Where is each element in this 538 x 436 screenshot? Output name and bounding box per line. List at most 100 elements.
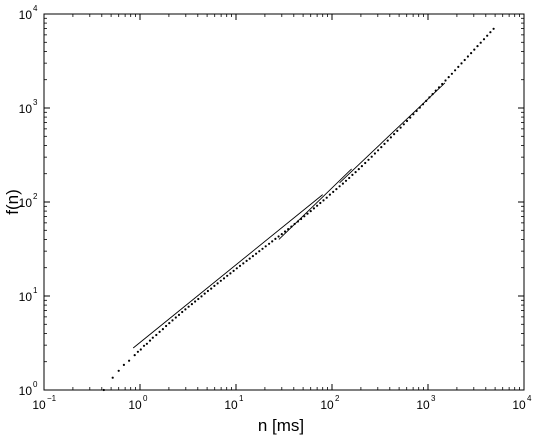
- y-tick-exponent: 3: [33, 98, 38, 107]
- data-point: [203, 292, 206, 295]
- x-tick-exponent: 3: [431, 394, 436, 403]
- data-point: [316, 204, 319, 207]
- y-tick-exponent: 4: [33, 4, 38, 13]
- data-point: [335, 188, 338, 191]
- data-point: [377, 149, 380, 152]
- data-point: [319, 201, 322, 205]
- fit-line-2: [278, 168, 352, 240]
- fit-line-3: [339, 82, 446, 184]
- data-point: [168, 322, 171, 325]
- data-point: [473, 48, 476, 51]
- data-point: [117, 369, 120, 372]
- x-tick-exponent: 4: [527, 394, 532, 403]
- data-point: [447, 76, 450, 79]
- data-point: [470, 52, 473, 55]
- data-point: [351, 173, 354, 176]
- y-tick-exponent: 2: [33, 192, 38, 201]
- data-point: [165, 324, 168, 328]
- y-tick-label: 10: [19, 384, 33, 398]
- x-tick-label: 10: [128, 398, 142, 412]
- data-point: [261, 247, 264, 250]
- data-point: [128, 359, 131, 362]
- data-point: [171, 319, 174, 322]
- fit-line-1: [132, 194, 323, 349]
- data-point: [200, 295, 203, 298]
- data-point: [309, 210, 312, 213]
- data-layer: [102, 27, 495, 392]
- x-tick-label: 10: [416, 398, 430, 412]
- data-point: [111, 376, 114, 379]
- data-point: [255, 252, 258, 255]
- data-point: [242, 262, 245, 265]
- data-point: [373, 152, 376, 155]
- data-point: [312, 207, 315, 210]
- x-tick-label: 10: [32, 398, 46, 412]
- data-point: [184, 308, 187, 311]
- x-tick-label: 10: [512, 398, 526, 412]
- data-point: [232, 269, 235, 272]
- data-point: [174, 316, 177, 319]
- data-point: [399, 126, 402, 129]
- data-point: [486, 34, 489, 37]
- data-point: [489, 31, 492, 34]
- data-point: [450, 72, 453, 75]
- data-point: [393, 133, 396, 136]
- data-point: [194, 300, 197, 303]
- x-tick-exponent: 2: [335, 394, 340, 403]
- data-point: [383, 142, 386, 145]
- data-point: [190, 303, 193, 306]
- data-point: [264, 245, 267, 248]
- data-point: [280, 233, 283, 236]
- data-point: [338, 185, 341, 188]
- data-point: [274, 237, 277, 240]
- data-point: [213, 284, 216, 287]
- data-point: [222, 277, 226, 280]
- data-point: [357, 168, 360, 171]
- y-tick-label: 10: [19, 196, 33, 210]
- x-tick-exponent: 1: [239, 394, 244, 403]
- data-point: [444, 79, 447, 82]
- data-point: [322, 199, 325, 202]
- data-point: [482, 38, 486, 41]
- data-point: [341, 182, 344, 185]
- data-point: [151, 336, 154, 339]
- data-point: [402, 123, 405, 126]
- plot-frame: [43, 13, 525, 391]
- data-point: [158, 330, 161, 333]
- x-tick-exponent: −1: [47, 394, 57, 403]
- data-point: [145, 342, 148, 345]
- data-point: [360, 165, 363, 168]
- data-point: [325, 196, 328, 199]
- data-point: [332, 190, 335, 193]
- data-point: [206, 289, 209, 293]
- y-tick-label: 10: [19, 290, 33, 304]
- data-point: [238, 264, 242, 267]
- data-point: [306, 212, 309, 215]
- data-point: [251, 255, 254, 258]
- data-point: [463, 58, 466, 62]
- data-point: [161, 328, 164, 331]
- data-point: [454, 69, 457, 72]
- data-point: [219, 279, 222, 282]
- data-point: [364, 161, 367, 165]
- x-tick-exponent: 0: [143, 394, 148, 403]
- data-point: [210, 287, 213, 290]
- data-point: [142, 344, 146, 347]
- x-axis-label: n [ms]: [258, 416, 304, 435]
- data-point: [283, 230, 287, 233]
- data-point: [277, 235, 280, 238]
- data-point: [396, 129, 399, 132]
- data-point: [122, 363, 125, 366]
- data-point: [258, 250, 261, 253]
- data-point: [181, 310, 184, 314]
- data-point: [216, 282, 219, 285]
- data-point: [268, 242, 271, 245]
- x-tick-label: 10: [320, 398, 334, 412]
- y-tick-label: 10: [19, 8, 33, 22]
- data-point: [370, 155, 373, 158]
- data-point: [344, 179, 348, 182]
- data-point: [197, 297, 200, 301]
- data-point: [380, 146, 383, 149]
- data-point: [177, 313, 181, 316]
